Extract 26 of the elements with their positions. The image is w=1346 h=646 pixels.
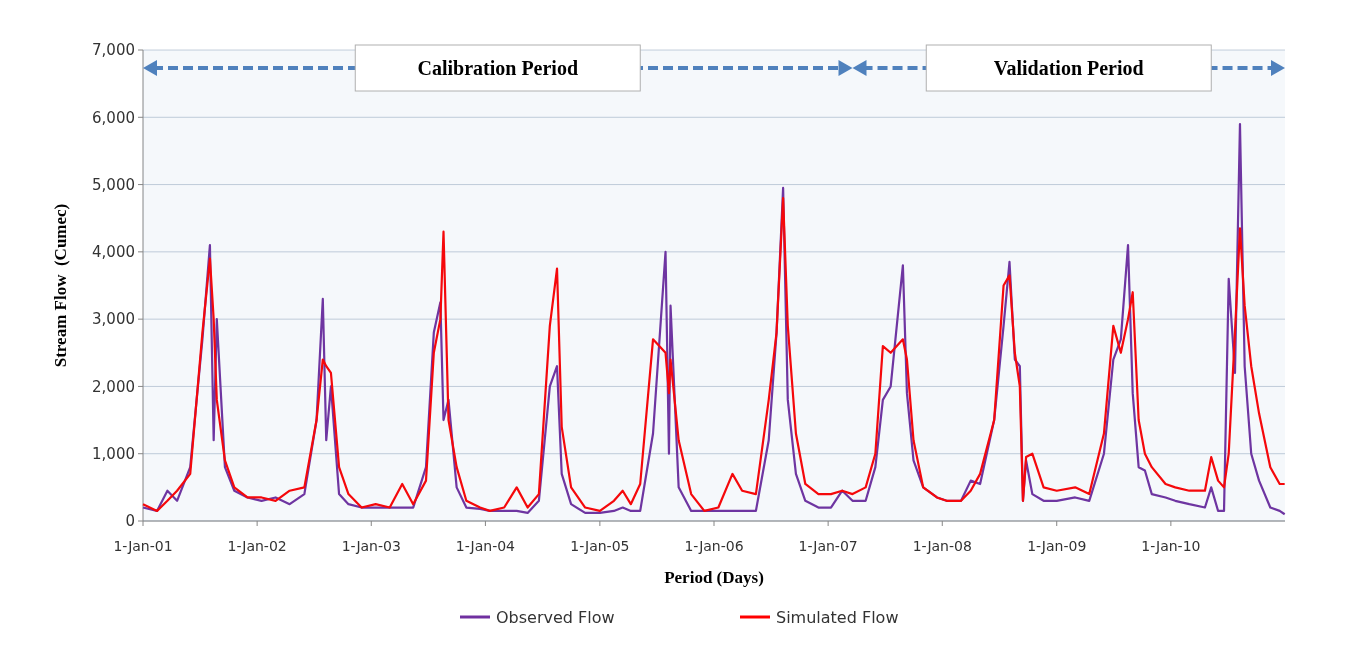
x-tick-label: 1-Jan-05 xyxy=(570,538,630,554)
legend-label: Simulated Flow xyxy=(776,607,899,627)
x-tick-label: 1-Jan-01 xyxy=(113,538,173,554)
y-tick-label: 4,000 xyxy=(92,243,135,262)
y-axis-title: Stream Flow (Cumec) xyxy=(51,203,70,368)
x-axis-title: Period (Days) xyxy=(664,568,764,587)
x-tick-label: 1-Jan-10 xyxy=(1141,538,1201,554)
line-series xyxy=(141,196,1286,513)
y-tick-label: 7,000 xyxy=(92,41,135,60)
y-tick-label: 0 xyxy=(125,512,135,531)
x-tick-label: 1-Jan-08 xyxy=(912,538,972,554)
x-tick-label: 1-Jan-04 xyxy=(455,538,516,554)
x-tick-label: 1-Jan-07 xyxy=(798,538,858,554)
y-tick-label: 3,000 xyxy=(92,310,135,329)
x-tick-label: 1-Jan-06 xyxy=(684,538,744,554)
band-label: Calibration Period xyxy=(417,57,579,79)
line-series xyxy=(141,122,1286,516)
x-tick-label: 1-Jan-09 xyxy=(1027,538,1087,554)
legend-label: Observed Flow xyxy=(496,607,615,627)
x-tick-label: 1-Jan-02 xyxy=(227,538,287,554)
band-label: Validation Period xyxy=(993,57,1144,79)
y-tick-label: 2,000 xyxy=(92,377,135,396)
x-tick-label: 1-Jan-03 xyxy=(341,538,401,554)
y-tick-label: 6,000 xyxy=(92,108,135,127)
y-tick-label: 5,000 xyxy=(92,175,135,194)
y-tick-label: 1,000 xyxy=(92,444,135,463)
